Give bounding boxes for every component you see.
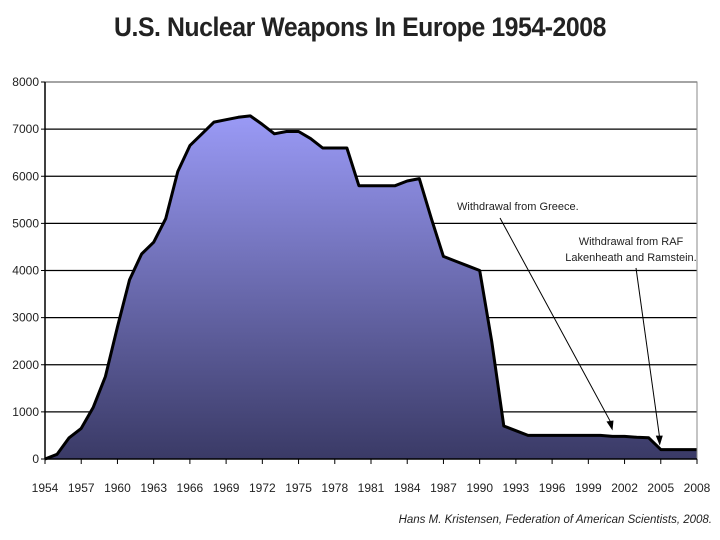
x-tick-label: 1993 <box>503 481 530 495</box>
annotations: Withdrawal from Greece. Withdrawal from R… <box>457 201 697 446</box>
y-tick-label: 2000 <box>12 358 39 372</box>
annotation-arrowhead <box>655 435 663 446</box>
x-tick-label: 1996 <box>539 481 566 495</box>
x-tick-label: 2008 <box>684 481 711 495</box>
x-axis-ticks: 1954 1957 1960 1963 1966 1969 1972 1975 1978 1981… <box>32 459 711 495</box>
x-tick-label: 2005 <box>647 481 674 495</box>
y-tick-label: 6000 <box>12 169 39 183</box>
y-tick-label: 3000 <box>12 311 39 325</box>
x-tick-label: 1975 <box>285 481 312 495</box>
chart-title: U.S. Nuclear Weapons In Europe 1954-2008 <box>114 12 606 42</box>
x-tick-label: 1999 <box>575 481 602 495</box>
y-tick-label: 1000 <box>12 405 39 419</box>
x-tick-label: 1972 <box>249 481 276 495</box>
y-tick-label: 8000 <box>12 75 39 89</box>
x-tick-label: 1960 <box>104 481 131 495</box>
annotation-greece: Withdrawal from Greece. <box>457 201 579 213</box>
x-tick-label: 1966 <box>177 481 204 495</box>
area-series <box>44 114 697 461</box>
annotation-raf-line2: Lakenheath and Ramstein. <box>565 252 696 264</box>
x-tick-label: 1957 <box>68 481 95 495</box>
x-tick-label: 1981 <box>358 481 385 495</box>
series-line <box>44 114 697 461</box>
x-tick-label: 1990 <box>466 481 493 495</box>
x-tick-label: 1978 <box>321 481 348 495</box>
y-tick-label: 0 <box>32 452 39 466</box>
x-tick-label: 1954 <box>32 481 59 495</box>
area-fill <box>45 115 697 460</box>
y-tick-label: 4000 <box>12 264 39 278</box>
y-axis-ticks: 0 1000 2000 3000 4000 5000 6000 7000 8000 <box>12 75 45 466</box>
x-tick-label: 1963 <box>140 481 167 495</box>
x-tick-label: 2002 <box>611 481 638 495</box>
source-credit: Hans M. Kristensen, Federation of Americ… <box>398 514 712 526</box>
x-tick-label: 1969 <box>213 481 240 495</box>
annotation-raf-line1: Withdrawal from RAF <box>579 236 684 248</box>
annotation-arrowhead <box>606 420 614 431</box>
x-tick-label: 1984 <box>394 481 421 495</box>
annotation-arrow <box>499 217 613 426</box>
annotation-arrow <box>635 267 661 439</box>
y-tick-label: 5000 <box>12 216 39 230</box>
x-tick-label: 1987 <box>430 481 457 495</box>
y-tick-label: 7000 <box>12 122 39 136</box>
